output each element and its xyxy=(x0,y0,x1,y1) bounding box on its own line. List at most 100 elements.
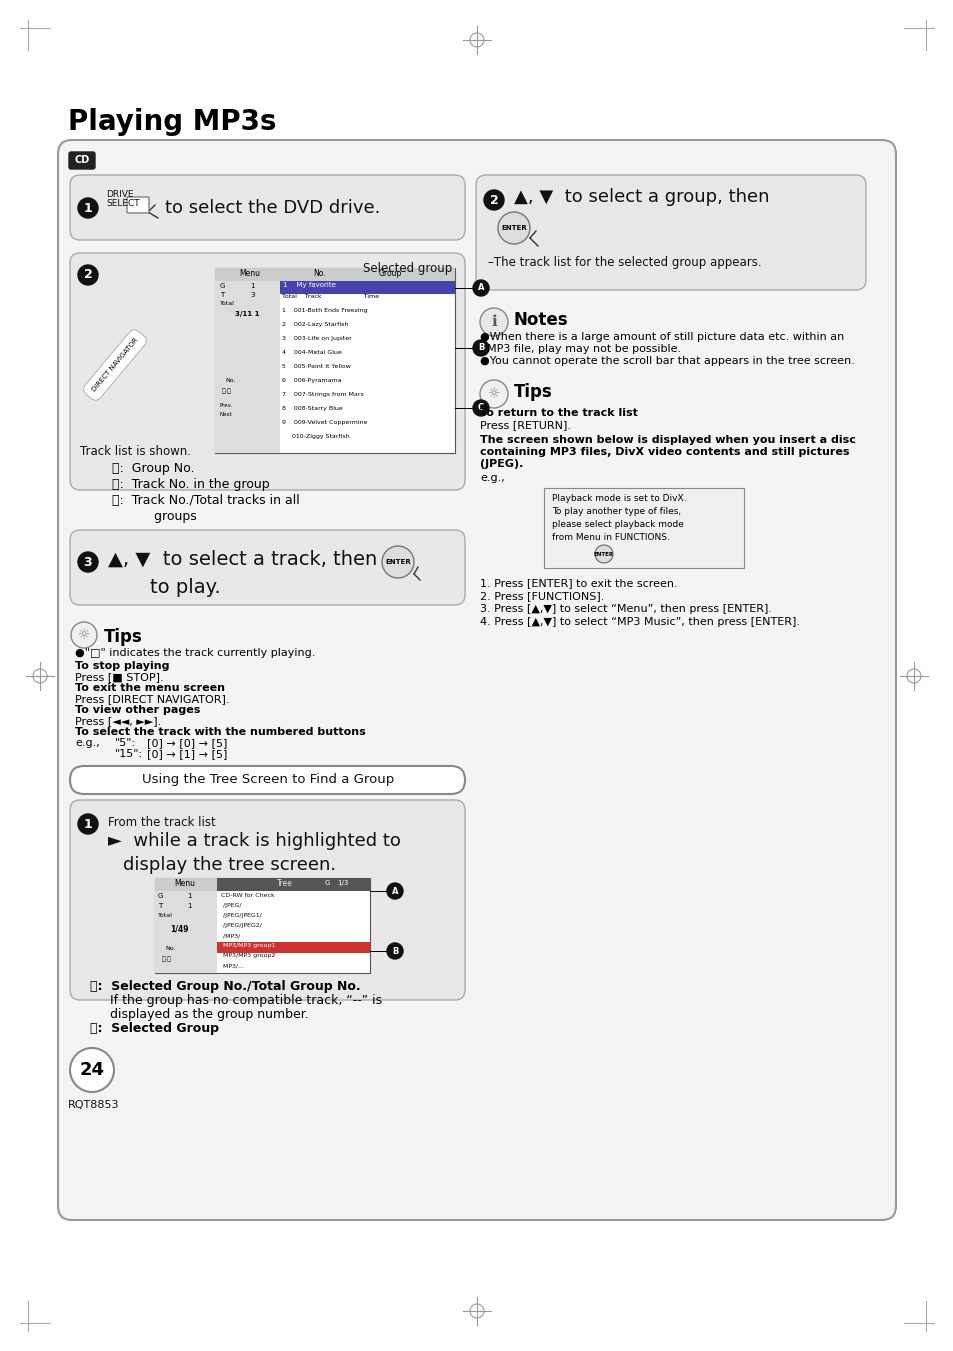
Text: Menu: Menu xyxy=(174,880,195,888)
Text: ▲, ▼  to select a group, then: ▲, ▼ to select a group, then xyxy=(514,188,769,205)
Text: To exit the menu screen: To exit the menu screen xyxy=(75,684,225,693)
Circle shape xyxy=(473,400,489,416)
Text: Prev.: Prev. xyxy=(220,403,233,408)
Text: 1    My favorite: 1 My favorite xyxy=(283,282,335,288)
Text: Ⓑ:  Track No. in the group: Ⓑ: Track No. in the group xyxy=(112,478,270,490)
Text: SELECT: SELECT xyxy=(106,199,139,208)
Text: MP3/MP3 group2: MP3/MP3 group2 xyxy=(219,952,275,958)
Text: 1/49: 1/49 xyxy=(170,924,189,934)
Text: Ⓒ:  Track No./Total tracks in all: Ⓒ: Track No./Total tracks in all xyxy=(112,494,299,507)
Circle shape xyxy=(595,544,613,563)
Text: B: B xyxy=(392,947,397,955)
Text: To play another type of files,: To play another type of files, xyxy=(552,507,680,516)
Text: 3. Press [▲,▼] to select “Menu”, then press [ENTER].: 3. Press [▲,▼] to select “Menu”, then pr… xyxy=(479,604,771,613)
Text: ▲, ▼  to select a track, then: ▲, ▼ to select a track, then xyxy=(108,550,376,569)
Text: A: A xyxy=(477,284,484,293)
Bar xyxy=(154,892,216,973)
Text: G: G xyxy=(158,893,163,898)
Text: Notes: Notes xyxy=(514,311,568,330)
Text: please select playback mode: please select playback mode xyxy=(552,520,683,530)
Text: Tips: Tips xyxy=(104,628,143,646)
Text: C: C xyxy=(477,404,483,412)
Text: "15":: "15": xyxy=(115,748,143,759)
Text: To select the track with the numbered buttons: To select the track with the numbered bu… xyxy=(75,727,365,738)
Text: /MP3/: /MP3/ xyxy=(219,934,240,938)
Bar xyxy=(214,267,455,281)
Text: to select the DVD drive.: to select the DVD drive. xyxy=(165,199,380,218)
Text: Using the Tree Screen to Find a Group: Using the Tree Screen to Find a Group xyxy=(142,774,394,786)
Text: Total    Track                     Time: Total Track Time xyxy=(282,295,378,299)
Text: 2    002-Lazy Starfish: 2 002-Lazy Starfish xyxy=(282,322,348,327)
Text: Playback mode is set to DivX.: Playback mode is set to DivX. xyxy=(552,494,686,503)
Text: 1: 1 xyxy=(250,282,254,289)
Text: containing MP3 files, DivX video contents and still pictures: containing MP3 files, DivX video content… xyxy=(479,447,848,457)
Text: Ⓐ:  Selected Group No./Total Group No.: Ⓐ: Selected Group No./Total Group No. xyxy=(90,979,360,993)
Text: 1. Press [ENTER] to exit the screen.: 1. Press [ENTER] to exit the screen. xyxy=(479,578,677,588)
Text: ℹ: ℹ xyxy=(491,315,497,330)
Text: Tree: Tree xyxy=(276,880,293,888)
Text: If the group has no compatible track, “--” is: If the group has no compatible track, “-… xyxy=(90,994,382,1006)
Text: Selected group: Selected group xyxy=(362,262,452,276)
Bar xyxy=(214,281,280,453)
FancyBboxPatch shape xyxy=(70,176,464,240)
Text: 1/3: 1/3 xyxy=(336,880,348,886)
Text: (JPEG).: (JPEG). xyxy=(479,459,523,469)
Text: 2. Press [FUNCTIONS].: 2. Press [FUNCTIONS]. xyxy=(479,590,604,601)
Text: 3: 3 xyxy=(250,292,254,299)
Circle shape xyxy=(78,553,98,571)
Bar xyxy=(216,878,370,892)
Text: Track list is shown.: Track list is shown. xyxy=(80,444,191,458)
Text: MP3 file, play may not be possible.: MP3 file, play may not be possible. xyxy=(479,345,680,354)
Text: A: A xyxy=(392,886,397,896)
Circle shape xyxy=(483,190,503,209)
Text: 1: 1 xyxy=(187,902,192,909)
Text: ●When there is a large amount of still picture data etc. within an: ●When there is a large amount of still p… xyxy=(479,332,843,342)
Text: e.g.,: e.g., xyxy=(75,738,100,748)
Text: ENTER: ENTER xyxy=(500,226,526,231)
FancyBboxPatch shape xyxy=(476,176,865,290)
Text: Tree: Tree xyxy=(276,880,293,888)
Circle shape xyxy=(497,212,530,245)
Text: ENTER: ENTER xyxy=(594,551,614,557)
Text: Ⓐ-Ⓒ: Ⓐ-Ⓒ xyxy=(222,388,232,393)
Bar xyxy=(214,267,455,453)
Text: ENTER: ENTER xyxy=(385,559,411,565)
FancyBboxPatch shape xyxy=(70,253,464,490)
Text: Next: Next xyxy=(220,412,233,417)
Text: From the track list: From the track list xyxy=(108,816,215,830)
Text: 1: 1 xyxy=(187,893,192,898)
Text: G: G xyxy=(220,282,225,289)
Bar xyxy=(154,878,370,892)
Text: 1    001-Both Ends Freezing: 1 001-Both Ends Freezing xyxy=(282,308,367,313)
Text: Ⓐ:  Group No.: Ⓐ: Group No. xyxy=(112,462,194,476)
Circle shape xyxy=(78,815,98,834)
Circle shape xyxy=(473,340,489,357)
Text: Ⓐ-Ⓑ: Ⓐ-Ⓑ xyxy=(162,957,172,962)
Text: G: G xyxy=(325,880,330,886)
Text: No.: No. xyxy=(314,269,326,278)
Text: MP3/MP3 group1: MP3/MP3 group1 xyxy=(219,943,275,948)
FancyBboxPatch shape xyxy=(70,800,464,1000)
Text: ☼: ☼ xyxy=(77,628,91,642)
Text: T: T xyxy=(220,292,224,299)
Text: The screen shown below is displayed when you insert a disc: The screen shown below is displayed when… xyxy=(479,435,855,444)
Text: ●"□" indicates the track currently playing.: ●"□" indicates the track currently playi… xyxy=(75,648,315,658)
Text: Press [■ STOP].: Press [■ STOP]. xyxy=(75,671,164,682)
Bar xyxy=(216,942,370,952)
Text: Press [RETURN].: Press [RETURN]. xyxy=(479,420,571,430)
Bar xyxy=(154,878,370,973)
Text: Tips: Tips xyxy=(514,382,552,401)
Text: –The track list for the selected group appears.: –The track list for the selected group a… xyxy=(488,255,760,269)
Text: 7    007-Strings from Mars: 7 007-Strings from Mars xyxy=(282,392,363,397)
Text: RQT8853: RQT8853 xyxy=(68,1100,119,1111)
Circle shape xyxy=(381,546,414,578)
FancyBboxPatch shape xyxy=(127,197,149,213)
FancyBboxPatch shape xyxy=(70,766,464,794)
Text: 3/11 1: 3/11 1 xyxy=(234,311,259,317)
Text: [0] → [0] → [5]: [0] → [0] → [5] xyxy=(147,738,227,748)
Text: 6    006-Pyramama: 6 006-Pyramama xyxy=(282,378,341,382)
Text: /JPEG/JPEG1/: /JPEG/JPEG1/ xyxy=(219,913,261,917)
Text: B: B xyxy=(477,343,484,353)
FancyBboxPatch shape xyxy=(58,141,895,1220)
Text: 3    003-Life on Jupiter: 3 003-Life on Jupiter xyxy=(282,336,352,340)
